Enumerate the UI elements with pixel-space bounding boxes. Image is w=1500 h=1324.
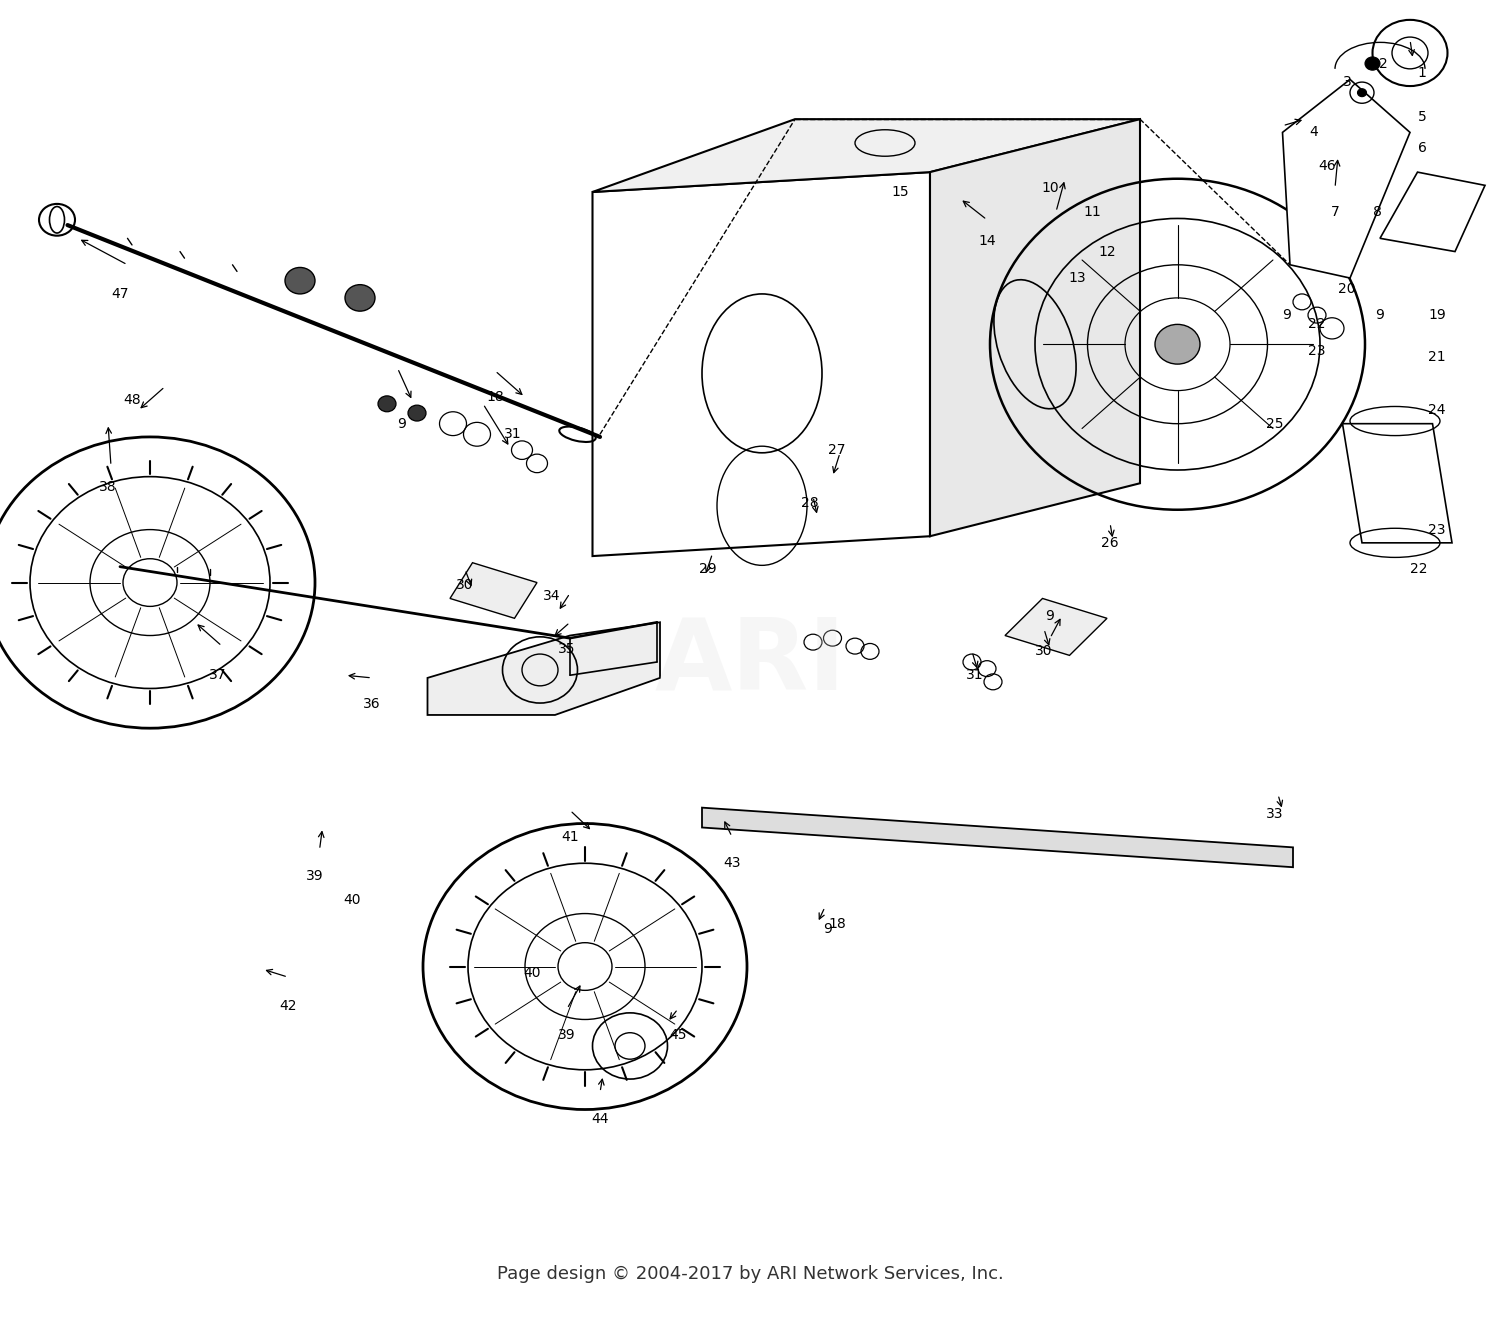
- Text: 1: 1: [1418, 66, 1426, 79]
- Text: 9: 9: [824, 923, 833, 936]
- Text: 5: 5: [1418, 110, 1426, 123]
- Polygon shape: [1282, 79, 1410, 278]
- Text: 31: 31: [504, 428, 522, 441]
- Text: 27: 27: [828, 444, 846, 457]
- Text: 29: 29: [699, 563, 717, 576]
- Text: 39: 39: [306, 870, 324, 883]
- Circle shape: [1358, 89, 1366, 97]
- Text: 2: 2: [1378, 57, 1388, 70]
- Polygon shape: [1005, 598, 1107, 655]
- Text: 20: 20: [1338, 282, 1356, 295]
- Text: 24: 24: [1428, 404, 1446, 417]
- Text: 11: 11: [1083, 205, 1101, 218]
- Text: 48: 48: [123, 393, 141, 406]
- Text: 30: 30: [1035, 645, 1053, 658]
- Text: 9: 9: [1046, 609, 1054, 622]
- Text: 46: 46: [1318, 159, 1336, 172]
- Text: 18: 18: [486, 391, 504, 404]
- Text: 38: 38: [99, 481, 117, 494]
- Circle shape: [378, 396, 396, 412]
- Circle shape: [408, 405, 426, 421]
- Text: 19: 19: [1428, 308, 1446, 322]
- Text: 42: 42: [279, 1000, 297, 1013]
- Text: 12: 12: [1098, 245, 1116, 258]
- Polygon shape: [1380, 172, 1485, 252]
- Circle shape: [1155, 324, 1200, 364]
- Text: 8: 8: [1372, 205, 1382, 218]
- Text: 13: 13: [1068, 271, 1086, 285]
- Text: ARI: ARI: [654, 613, 846, 711]
- Text: 30: 30: [456, 579, 474, 592]
- Text: 9: 9: [1376, 308, 1384, 322]
- Text: 23: 23: [1308, 344, 1326, 357]
- Circle shape: [345, 285, 375, 311]
- Text: 26: 26: [1101, 536, 1119, 549]
- Polygon shape: [592, 119, 1140, 192]
- Text: 18: 18: [828, 918, 846, 931]
- Text: 25: 25: [1266, 417, 1284, 430]
- Polygon shape: [702, 808, 1293, 867]
- Text: 35: 35: [558, 642, 576, 655]
- Text: 40: 40: [524, 967, 542, 980]
- Text: 39: 39: [558, 1029, 576, 1042]
- Polygon shape: [592, 172, 930, 556]
- Text: 6: 6: [1418, 142, 1426, 155]
- Polygon shape: [930, 119, 1140, 536]
- Text: 9: 9: [398, 417, 406, 430]
- Polygon shape: [427, 622, 660, 715]
- Text: 14: 14: [978, 234, 996, 248]
- Polygon shape: [1342, 424, 1452, 543]
- Text: 33: 33: [1266, 808, 1284, 821]
- Text: 9: 9: [1282, 308, 1292, 322]
- Text: 44: 44: [591, 1112, 609, 1125]
- Text: 31: 31: [966, 669, 984, 682]
- Text: 4: 4: [1310, 126, 1318, 139]
- Text: 23: 23: [1428, 523, 1446, 536]
- Polygon shape: [450, 563, 537, 618]
- Text: 41: 41: [561, 830, 579, 843]
- Text: 34: 34: [543, 589, 561, 602]
- Text: 37: 37: [209, 669, 226, 682]
- Text: 36: 36: [363, 698, 381, 711]
- Circle shape: [1365, 57, 1380, 70]
- Text: 40: 40: [344, 894, 362, 907]
- Text: 10: 10: [1041, 181, 1059, 195]
- Text: 22: 22: [1410, 563, 1428, 576]
- Text: 28: 28: [801, 496, 819, 510]
- Text: 7: 7: [1330, 205, 1340, 218]
- Text: 47: 47: [111, 287, 129, 301]
- Text: 3: 3: [1342, 75, 1352, 89]
- Text: 15: 15: [891, 185, 909, 199]
- Text: 43: 43: [723, 857, 741, 870]
- Text: 22: 22: [1308, 318, 1326, 331]
- Text: 21: 21: [1428, 351, 1446, 364]
- Text: Page design © 2004-2017 by ARI Network Services, Inc.: Page design © 2004-2017 by ARI Network S…: [496, 1264, 1004, 1283]
- Text: 45: 45: [669, 1029, 687, 1042]
- Circle shape: [285, 267, 315, 294]
